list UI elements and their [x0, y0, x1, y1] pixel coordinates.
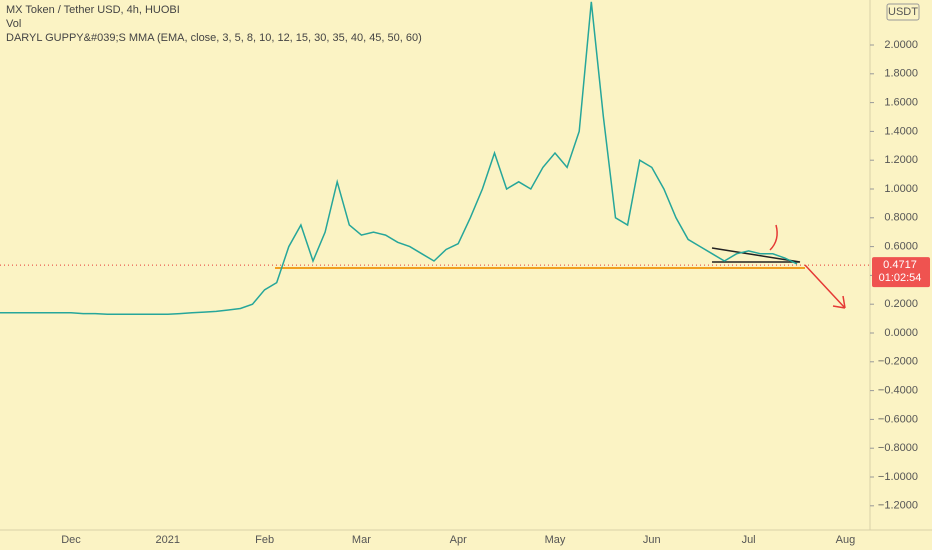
y-tick-label: −0.8000 — [878, 442, 918, 454]
y-tick-label: 1.4000 — [884, 125, 918, 137]
y-tick-label: 0.0000 — [884, 327, 918, 339]
y-tick-label: −0.2000 — [878, 356, 918, 368]
drawing-arrow — [804, 264, 846, 309]
y-tick-label: −1.2000 — [878, 500, 918, 512]
y-tick-label: −1.0000 — [878, 471, 918, 483]
x-tick-label: 2021 — [156, 534, 180, 546]
y-tick-label: −0.4000 — [878, 385, 918, 397]
y-tick-label: 2.0000 — [884, 39, 918, 51]
y-tick-label: 1.2000 — [884, 154, 918, 166]
y-tick-label: 0.6000 — [884, 241, 918, 253]
y-tick-label: 1.8000 — [884, 68, 918, 80]
x-tick-label: Aug — [836, 534, 856, 546]
drawing-arrow — [769, 224, 778, 251]
x-tick-label: May — [545, 534, 566, 546]
y-tick-label: 1.6000 — [884, 97, 918, 109]
volume-label: Vol — [6, 18, 21, 30]
x-tick-label: Jul — [742, 534, 756, 546]
countdown: 01:02:54 — [879, 272, 922, 284]
x-tick-label: Apr — [450, 534, 467, 546]
last-price-box — [872, 257, 930, 288]
x-tick-label: Mar — [352, 534, 371, 546]
currency-box[interactable] — [886, 3, 920, 21]
x-tick-label: Jun — [643, 534, 661, 546]
last-price-label: 0.4717 — [883, 259, 917, 271]
x-tick-label: Dec — [61, 534, 81, 546]
y-tick-label: 1.0000 — [884, 183, 918, 195]
x-tick-label: Feb — [255, 534, 274, 546]
y-tick-label: −0.6000 — [878, 413, 918, 425]
y-tick-label: 0.8000 — [884, 212, 918, 224]
price-line — [0, 1, 798, 316]
y-tick-label: 0.2000 — [884, 298, 918, 310]
indicator-label: DARYL GUPPY&#039;S MMA (EMA, close, 3, 5… — [6, 32, 422, 44]
chart-title: MX Token / Tether USD, 4h, HUOBI — [6, 4, 180, 16]
currency[interactable]: USDT — [888, 6, 918, 18]
